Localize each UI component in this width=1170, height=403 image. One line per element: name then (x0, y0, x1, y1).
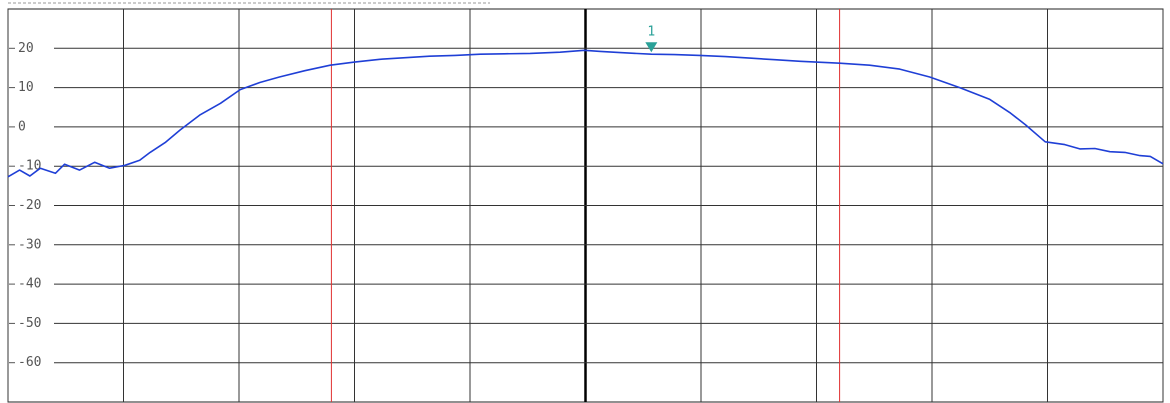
y-tick-label: -20 (18, 198, 41, 213)
marker-label: 1 (647, 25, 655, 40)
y-tick-label: -10 (18, 159, 41, 174)
y-tick-label: 10 (18, 80, 34, 95)
y-tick-label: 20 (18, 41, 34, 56)
y-tick-label: -50 (18, 316, 41, 331)
marker-symbol (645, 42, 658, 53)
y-tick-label: 0 (18, 119, 26, 134)
y-tick-label: -40 (18, 277, 41, 292)
y-tick-label: -30 (18, 237, 41, 252)
trace (7, 49, 1164, 178)
y-tick-label: -60 (18, 355, 41, 370)
